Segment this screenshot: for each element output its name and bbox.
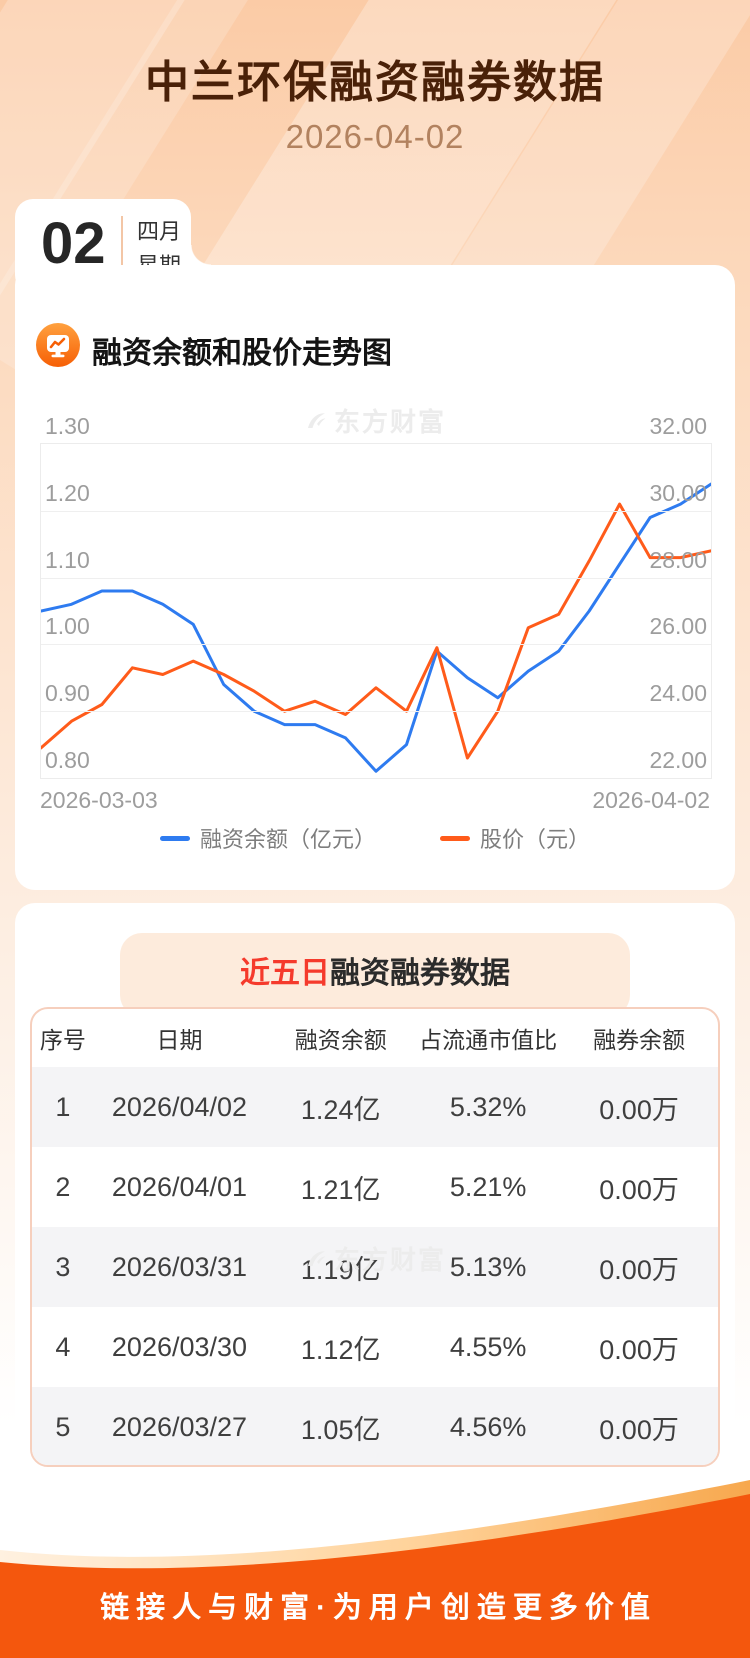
table-cell: 2 <box>55 1171 71 1202</box>
table-title-rest: 融资融券数据 <box>330 957 510 990</box>
table-cell: 2026/03/31 <box>111 1251 248 1282</box>
table-cell: 2026/03/30 <box>111 1331 248 1362</box>
left-axis-tick: 1.10 <box>45 546 90 573</box>
page-date: 2026-04-02 <box>285 118 465 155</box>
card-join-curve <box>191 245 211 265</box>
table-row: 3 2026/03/31 1.19亿 5.13% 0.00万 <box>32 1227 718 1307</box>
table-header-cell: 融券余额 <box>593 1027 686 1053</box>
table-cell: 2026/04/01 <box>111 1171 248 1202</box>
table-cell: 2026/03/27 <box>111 1411 248 1442</box>
legend-item-price: 股价（元） <box>440 822 590 854</box>
table-cell: 2026/04/02 <box>111 1091 248 1122</box>
right-axis-tick: 24.00 <box>649 680 707 707</box>
legend-label-price: 股价（元） <box>480 827 591 852</box>
series-line-1 <box>41 502 711 760</box>
table-row: 2 2026/04/01 1.21亿 5.21% 0.00万 <box>32 1147 718 1227</box>
table-cell: 5.13% <box>449 1251 527 1282</box>
table-cell: 5.32% <box>449 1091 527 1122</box>
table-header-row: 序号 日期 融资余额 占流通市值比 融券余额 <box>32 1009 718 1067</box>
table-cell: 1.12亿 <box>300 1334 381 1365</box>
table-cell: 1.21亿 <box>300 1174 381 1205</box>
left-axis-tick: 1.30 <box>45 413 90 439</box>
chart-section-title: 融资余额和股价走势图 <box>92 337 392 370</box>
page-title: 中兰环保融资融券数据 <box>145 58 605 107</box>
table-cell: 4 <box>55 1331 71 1362</box>
footer-wave <box>0 1480 750 1658</box>
series-line-0 <box>41 482 711 773</box>
left-axis-tick: 0.90 <box>45 680 90 707</box>
footer-slogan: 链接人与财富·为用户创造更多价值 <box>100 1592 657 1624</box>
left-axis-tick: 1.00 <box>45 613 90 640</box>
table-body: 1 2026/04/02 1.24亿 5.32% 0.00万 2 2026/04/01 1.2… <box>32 1067 718 1465</box>
table-header-cell: 日期 <box>156 1027 203 1053</box>
table-cell: 5.21% <box>449 1171 527 1202</box>
table-header-cell: 序号 <box>39 1027 86 1053</box>
left-axis-tick: 1.20 <box>45 479 90 506</box>
date-card-divider <box>121 216 123 276</box>
gridline <box>41 644 711 646</box>
gridline <box>41 711 711 713</box>
legend-label-financing: 融资余额（亿元） <box>199 827 376 852</box>
table-row: 1 2026/04/02 1.24亿 5.32% 0.00万 <box>32 1067 718 1147</box>
trend-chart <box>41 482 711 773</box>
table-row: 5 2026/03/27 1.05亿 4.56% 0.00万 <box>32 1387 718 1465</box>
gridline <box>41 510 711 512</box>
table-cell: 5 <box>55 1411 71 1442</box>
legend-swatch-financing <box>159 835 190 841</box>
table-cell: 1 <box>55 1091 71 1122</box>
right-axis-tick: 26.00 <box>649 613 707 640</box>
table-cell: 0.00万 <box>599 1254 679 1285</box>
x-axis-label-start: 2026-03-03 <box>40 787 158 813</box>
chart-plot: 1.30 1.20 1.10 1.00 0.90 0.80 32.00 30.00 28.00 2… <box>40 413 712 779</box>
right-axis-tick: 22.00 <box>649 747 707 773</box>
table-cell: 1.19亿 <box>300 1254 381 1285</box>
table-header-cell: 占流通市值比 <box>419 1027 558 1053</box>
table-cell: 0.00万 <box>599 1334 679 1365</box>
table-title-highlight: 近五日 <box>240 957 330 990</box>
table-cell: 4.56% <box>449 1411 527 1442</box>
table-cell: 0.00万 <box>599 1414 679 1445</box>
table-cell: 3 <box>55 1251 71 1282</box>
legend-swatch-price <box>440 835 470 841</box>
gridline <box>41 577 711 579</box>
table-cell: 1.24亿 <box>300 1094 381 1125</box>
chart-legend: 融资余额（亿元） 股价（元） <box>0 822 750 854</box>
table-header-cell: 融资余额 <box>294 1027 387 1053</box>
table-cell: 0.00万 <box>599 1094 679 1125</box>
date-card-month: 四月 <box>137 219 182 244</box>
right-axis-tick: 32.00 <box>649 413 707 439</box>
right-axis-tick: 28.00 <box>649 546 707 573</box>
table-row: 4 2026/03/30 1.12亿 4.55% 0.00万 <box>32 1307 718 1387</box>
legend-item-financing: 融资余额（亿元） <box>159 822 376 854</box>
monitor-trend-icon <box>36 323 80 367</box>
table-title-box <box>120 933 630 1017</box>
table-cell: 0.00万 <box>599 1174 679 1205</box>
table-section-title: 近五日融资融券数据 <box>0 948 750 992</box>
table-cell: 1.05亿 <box>300 1414 381 1445</box>
right-axis-tick: 30.00 <box>649 479 707 506</box>
left-axis-tick: 0.80 <box>45 747 90 773</box>
margin-data-table: 序号 日期 融资余额 占流通市值比 融券余额 1 2026/04/02 1.24亿 5.32%… <box>30 1007 720 1467</box>
table-cell: 4.55% <box>449 1331 527 1362</box>
x-axis-label-end: 2026-04-02 <box>592 787 710 813</box>
